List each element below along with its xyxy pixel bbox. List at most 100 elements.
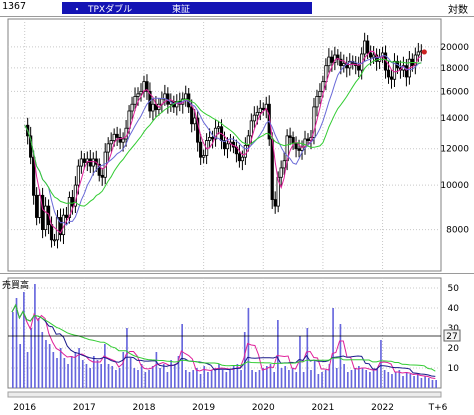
volume-bar	[81, 360, 84, 388]
candle-body	[151, 103, 155, 112]
candle-body	[142, 81, 146, 92]
x-tick-label: 2017	[73, 403, 96, 413]
volume-bar	[52, 352, 55, 388]
candle-body	[109, 140, 113, 145]
candle-body	[312, 106, 316, 138]
x-tick-label: 2019	[192, 403, 215, 413]
volume-bar	[111, 366, 114, 388]
candle-body	[97, 163, 101, 176]
candle-body	[88, 158, 92, 167]
volume-ma-line	[11, 303, 436, 379]
candle-body	[315, 96, 319, 108]
candle-body	[249, 120, 253, 137]
candle-body	[279, 167, 283, 178]
candle-body	[136, 93, 140, 97]
volume-bar	[420, 378, 423, 388]
volume-bar	[12, 312, 14, 388]
candle-body	[321, 81, 325, 92]
volume-bar	[262, 368, 264, 388]
volume-bar	[310, 370, 312, 388]
volume-bar	[151, 366, 154, 388]
volume-bar	[391, 374, 393, 388]
volume-tick-label: 40	[448, 304, 460, 314]
plot-background	[0, 17, 474, 415]
candle-body	[35, 194, 39, 218]
candle-body	[130, 103, 134, 112]
candle-body	[76, 165, 80, 186]
price-tick-label: 8000	[446, 226, 469, 236]
volume-bar	[218, 364, 220, 388]
candle-body	[139, 90, 143, 95]
volume-bar	[177, 356, 180, 388]
volume-bar	[70, 356, 73, 388]
volume-bar	[247, 308, 250, 388]
candle-body	[49, 224, 54, 241]
volume-panel-title: 売買高	[2, 279, 29, 291]
volume-bar	[221, 370, 224, 388]
volume-bar	[210, 370, 213, 388]
volume-bar	[74, 352, 77, 388]
volume-bar	[273, 372, 276, 388]
volume-bar	[133, 368, 136, 388]
volume-bar	[302, 372, 305, 388]
candle-body	[333, 54, 337, 63]
volume-bar	[313, 360, 316, 388]
time-scrollbar	[7, 391, 442, 398]
volume-bar	[291, 368, 294, 388]
volume-bar	[343, 364, 345, 388]
moving-average-line	[24, 55, 422, 226]
volume-bar	[398, 370, 401, 388]
volume-bar	[265, 366, 268, 388]
volume-bar	[372, 370, 375, 388]
candle-body	[207, 137, 212, 141]
volume-bar	[251, 370, 253, 388]
candle-body	[318, 90, 322, 97]
candle-body	[336, 54, 340, 60]
candle-body	[222, 140, 227, 150]
volume-bar	[15, 298, 18, 388]
volume-bar	[280, 368, 283, 388]
volume-bar	[188, 372, 191, 388]
candle-body	[306, 138, 310, 141]
scale-toggle[interactable]: 対数	[448, 5, 468, 16]
volume-bar	[306, 328, 309, 388]
volume-bar	[369, 372, 371, 388]
candle-body	[55, 217, 60, 241]
candle-body	[202, 155, 206, 158]
volume-bar	[48, 344, 51, 388]
volume-tick-label: 10	[448, 364, 460, 374]
volume-bar	[59, 348, 62, 388]
volume-bar	[413, 376, 415, 388]
volume-ma-line	[11, 303, 436, 372]
candle-body	[43, 205, 48, 230]
candle-body	[38, 194, 42, 218]
volume-panel-frame	[7, 277, 442, 389]
candle-body	[261, 107, 265, 111]
volume-bar	[269, 364, 272, 388]
x-tick-label: T+6	[428, 403, 448, 413]
market-name: 東証	[172, 5, 191, 15]
candle-body	[64, 214, 69, 218]
volume-bar	[317, 374, 320, 388]
volume-bar	[162, 364, 165, 388]
candle-body	[184, 93, 188, 100]
volume-bar	[155, 352, 158, 388]
candle-body	[273, 199, 277, 207]
moving-average-line	[24, 50, 422, 234]
candle-body	[199, 141, 203, 158]
candle-body	[363, 40, 367, 55]
candle-body	[91, 158, 95, 167]
volume-bar	[346, 372, 349, 388]
volume-value-box	[443, 329, 461, 342]
volume-bar	[376, 368, 379, 388]
volume-bar	[335, 368, 338, 388]
top-bar: 1367 ・ TPXダブル 東証 対数	[0, 0, 474, 17]
volume-bar	[243, 332, 246, 388]
candle-body	[121, 138, 125, 143]
x-tick-label: 2016	[13, 403, 36, 413]
volume-bar	[137, 370, 139, 388]
volume-bar	[185, 370, 187, 388]
candle-body	[255, 111, 259, 116]
x-tick-label: 2022	[371, 403, 394, 413]
volume-bar	[350, 370, 353, 388]
